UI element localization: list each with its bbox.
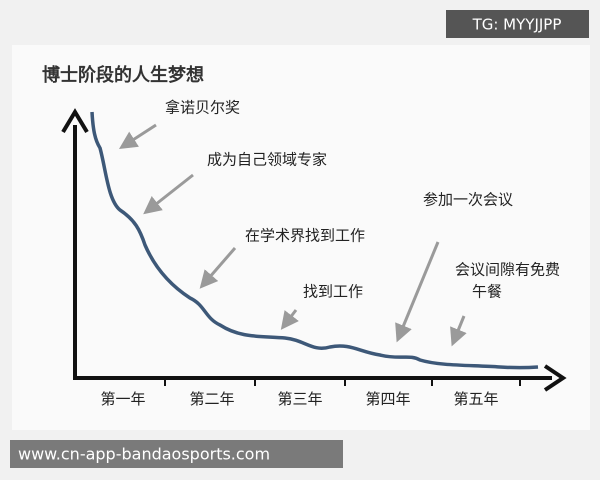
annotation: 会议间隙有免费 bbox=[455, 261, 560, 279]
watermark-box bbox=[10, 440, 343, 468]
annotation: 参加一次会议 bbox=[423, 191, 513, 209]
arrows bbox=[118, 123, 467, 347]
watermark: www.cn-app-bandaosports.com bbox=[18, 445, 270, 464]
dream-curve bbox=[90, 111, 539, 370]
x-arrow bbox=[543, 364, 567, 392]
annotation: 成为自己领域专家 bbox=[207, 151, 327, 169]
x-label: 第二年 bbox=[189, 390, 234, 408]
x-ticks bbox=[164, 378, 521, 386]
annotation: 午餐 bbox=[472, 283, 502, 301]
annotation: 拿诺贝尔奖 bbox=[165, 99, 240, 117]
annotation: 在学术界找到工作 bbox=[245, 227, 365, 245]
x-label: 第三年 bbox=[277, 390, 322, 408]
y-arrow bbox=[61, 108, 89, 134]
watermark: TG: MYYJJPP bbox=[472, 16, 562, 34]
x-label: 第五年 bbox=[453, 390, 498, 408]
watermark-box bbox=[446, 10, 589, 38]
x-label: 第四年 bbox=[365, 390, 410, 408]
axes bbox=[61, 108, 567, 392]
annotation: 找到工作 bbox=[303, 283, 363, 301]
title: 博士阶段的人生梦想 bbox=[42, 64, 204, 86]
x-label: 第一年 bbox=[100, 390, 145, 408]
